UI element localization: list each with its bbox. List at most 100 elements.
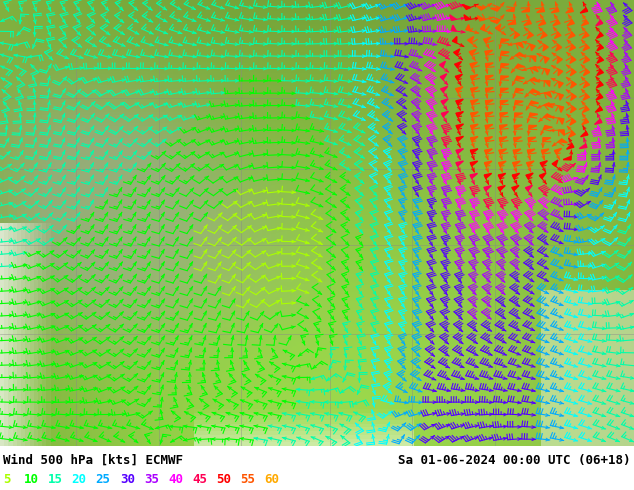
Polygon shape: [454, 49, 460, 55]
Polygon shape: [527, 149, 535, 154]
Polygon shape: [543, 125, 552, 129]
Polygon shape: [500, 100, 508, 104]
Polygon shape: [581, 20, 588, 26]
Text: 25: 25: [96, 473, 111, 487]
Polygon shape: [580, 8, 588, 13]
Polygon shape: [486, 112, 493, 117]
Polygon shape: [499, 149, 507, 154]
Polygon shape: [556, 45, 562, 51]
Text: 35: 35: [144, 473, 159, 487]
Text: 5: 5: [3, 473, 11, 487]
Polygon shape: [498, 186, 505, 191]
Polygon shape: [545, 69, 550, 75]
Polygon shape: [597, 45, 604, 51]
Polygon shape: [470, 149, 478, 154]
Polygon shape: [500, 137, 507, 141]
Polygon shape: [470, 137, 478, 141]
Polygon shape: [498, 173, 506, 178]
Polygon shape: [559, 106, 564, 112]
Polygon shape: [543, 45, 548, 51]
Polygon shape: [583, 32, 589, 38]
Polygon shape: [566, 8, 573, 13]
Polygon shape: [484, 161, 492, 166]
Polygon shape: [484, 186, 491, 191]
Polygon shape: [595, 107, 602, 112]
Polygon shape: [541, 32, 547, 39]
Polygon shape: [553, 20, 560, 25]
Polygon shape: [470, 62, 477, 67]
Polygon shape: [515, 76, 524, 79]
Polygon shape: [501, 64, 509, 67]
Text: 10: 10: [23, 473, 39, 487]
Polygon shape: [595, 119, 602, 124]
Polygon shape: [596, 20, 603, 26]
Polygon shape: [569, 45, 575, 51]
Polygon shape: [470, 87, 478, 92]
Polygon shape: [516, 52, 525, 56]
Polygon shape: [567, 144, 574, 149]
Polygon shape: [558, 69, 562, 76]
Polygon shape: [477, 16, 484, 21]
Polygon shape: [529, 113, 538, 117]
Polygon shape: [450, 15, 456, 20]
Text: Wind 500 hPa [kts] ECMWF: Wind 500 hPa [kts] ECMWF: [3, 454, 183, 467]
Polygon shape: [485, 50, 493, 55]
Text: 45: 45: [192, 473, 207, 487]
Polygon shape: [486, 100, 493, 104]
Polygon shape: [491, 20, 500, 24]
Polygon shape: [571, 70, 576, 76]
Polygon shape: [571, 106, 576, 113]
Polygon shape: [596, 95, 603, 100]
Polygon shape: [501, 76, 508, 79]
Polygon shape: [541, 149, 549, 154]
Polygon shape: [513, 161, 520, 166]
Polygon shape: [545, 81, 550, 86]
Polygon shape: [491, 8, 500, 11]
Polygon shape: [583, 70, 590, 75]
Polygon shape: [522, 8, 529, 12]
Polygon shape: [464, 15, 470, 20]
Polygon shape: [529, 101, 539, 104]
Polygon shape: [544, 114, 553, 118]
Polygon shape: [456, 87, 463, 92]
Polygon shape: [456, 136, 463, 141]
Polygon shape: [441, 111, 448, 117]
Polygon shape: [583, 45, 589, 51]
Polygon shape: [526, 185, 533, 191]
Polygon shape: [499, 161, 506, 166]
Polygon shape: [441, 74, 447, 80]
Polygon shape: [484, 37, 491, 43]
Polygon shape: [500, 125, 507, 129]
Polygon shape: [543, 138, 551, 141]
Polygon shape: [583, 57, 590, 63]
Polygon shape: [469, 49, 476, 55]
Text: 20: 20: [72, 473, 87, 487]
Polygon shape: [514, 137, 521, 141]
Text: 15: 15: [48, 473, 63, 487]
Polygon shape: [439, 61, 446, 68]
Polygon shape: [500, 113, 508, 117]
Polygon shape: [528, 137, 536, 141]
Polygon shape: [559, 81, 563, 88]
Polygon shape: [471, 112, 478, 117]
Polygon shape: [559, 130, 564, 135]
Polygon shape: [462, 4, 470, 9]
Polygon shape: [466, 24, 470, 31]
Polygon shape: [579, 144, 587, 148]
Polygon shape: [451, 25, 456, 31]
Polygon shape: [540, 161, 547, 166]
Polygon shape: [484, 173, 491, 178]
Polygon shape: [568, 32, 575, 38]
Polygon shape: [531, 56, 536, 62]
Polygon shape: [597, 82, 603, 88]
Polygon shape: [471, 99, 478, 104]
Polygon shape: [526, 173, 533, 178]
Polygon shape: [501, 51, 509, 55]
Polygon shape: [486, 63, 493, 67]
Polygon shape: [555, 148, 562, 154]
Polygon shape: [476, 6, 485, 10]
Polygon shape: [456, 161, 463, 166]
Polygon shape: [441, 86, 448, 92]
Polygon shape: [456, 99, 463, 104]
Polygon shape: [453, 37, 457, 43]
